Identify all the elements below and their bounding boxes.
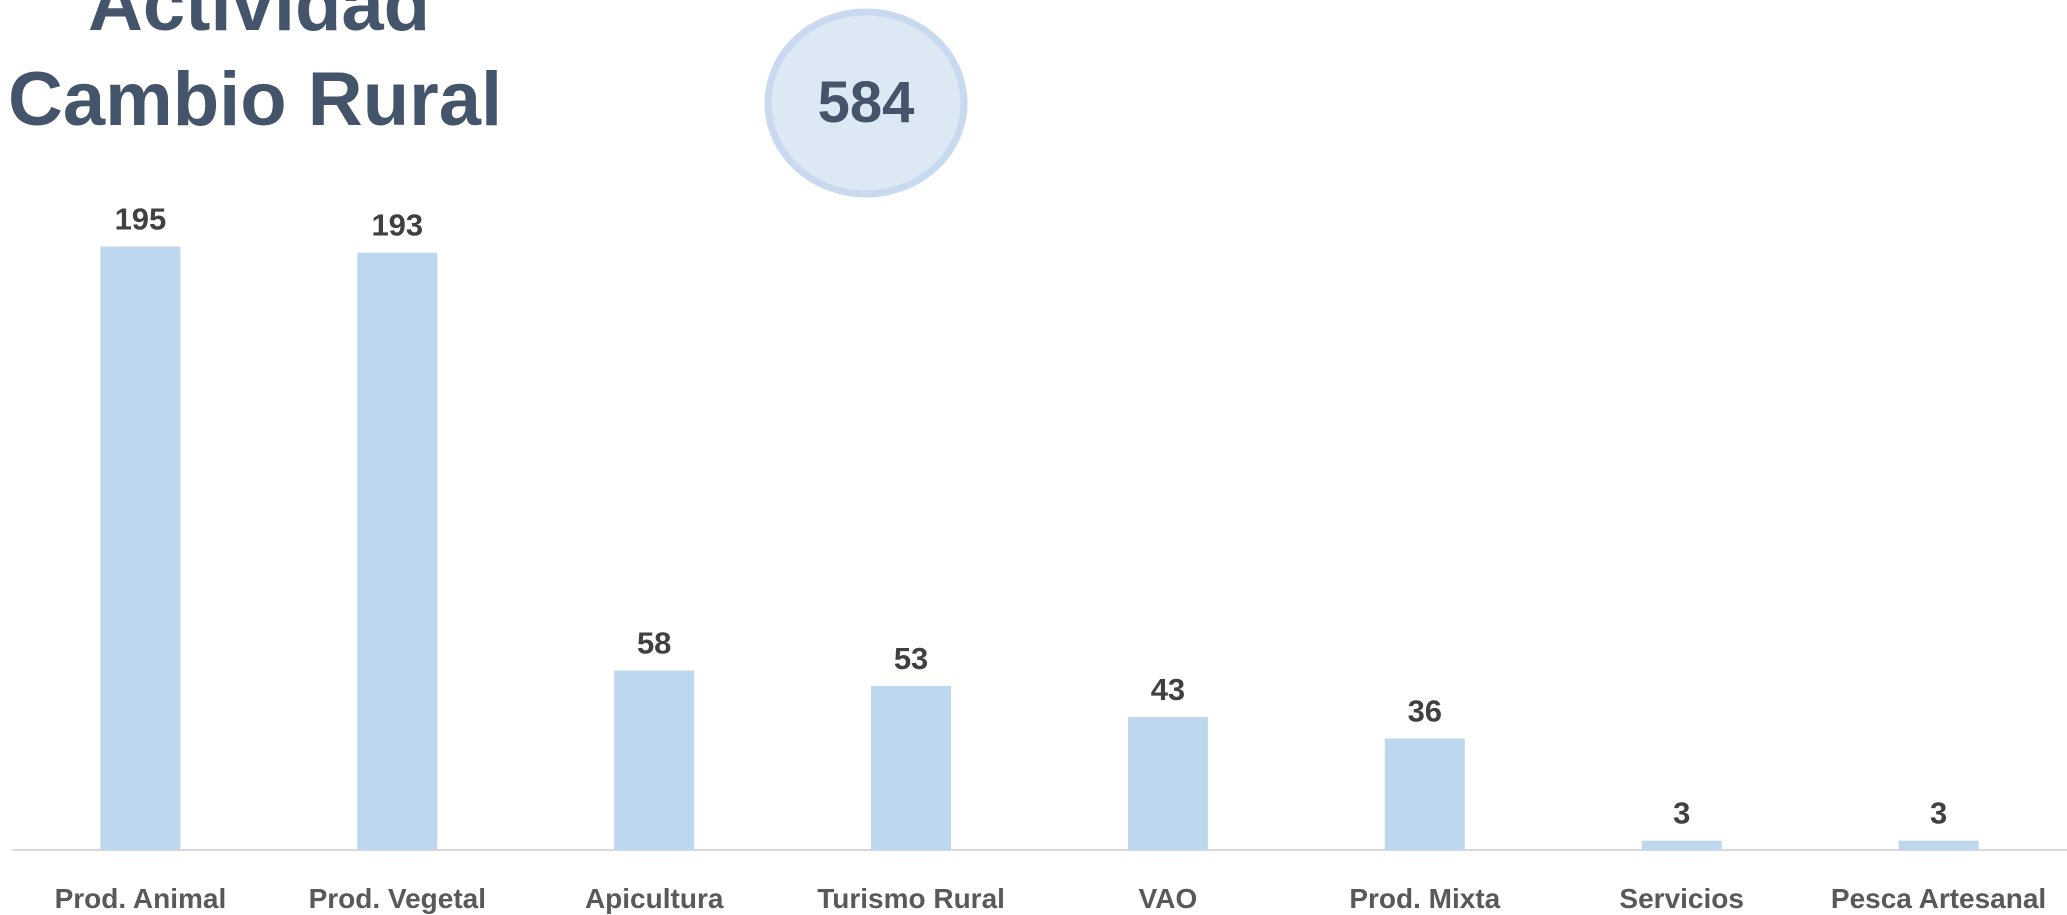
data-label: 3 [1930,796,1947,831]
data-label: 193 [371,208,423,243]
x-tick-label: Prod. Mixta [1349,883,1500,914]
x-tick-label: Apicultura [585,883,724,914]
data-label: 3 [1673,796,1690,831]
x-tick-label: Servicios [1619,883,1744,914]
data-label: 58 [637,625,671,660]
bar [1127,716,1208,850]
bar [614,670,695,850]
data-label: 43 [1151,672,1185,707]
x-tick-label: Pesca Artesanal [1831,883,2046,914]
total-badge [764,8,968,198]
data-label: 36 [1408,694,1442,729]
x-tick-label: Prod. Vegetal [309,883,486,914]
bar [871,685,952,850]
chart-title-line: Actividad [88,0,430,47]
bar [357,252,438,851]
data-label: 53 [894,641,928,676]
bar [100,246,181,851]
x-tick-label: VAO [1139,883,1198,914]
x-tick-label: Turismo Rural [817,883,1005,914]
bar [1384,738,1465,850]
bar [1898,840,1979,850]
total-value: 584 [818,70,915,135]
data-label: 195 [115,201,167,236]
bar [1641,840,1722,850]
x-tick-label: Prod. Animal [55,883,227,914]
chart-title-line: Cambio Rural [8,57,502,142]
